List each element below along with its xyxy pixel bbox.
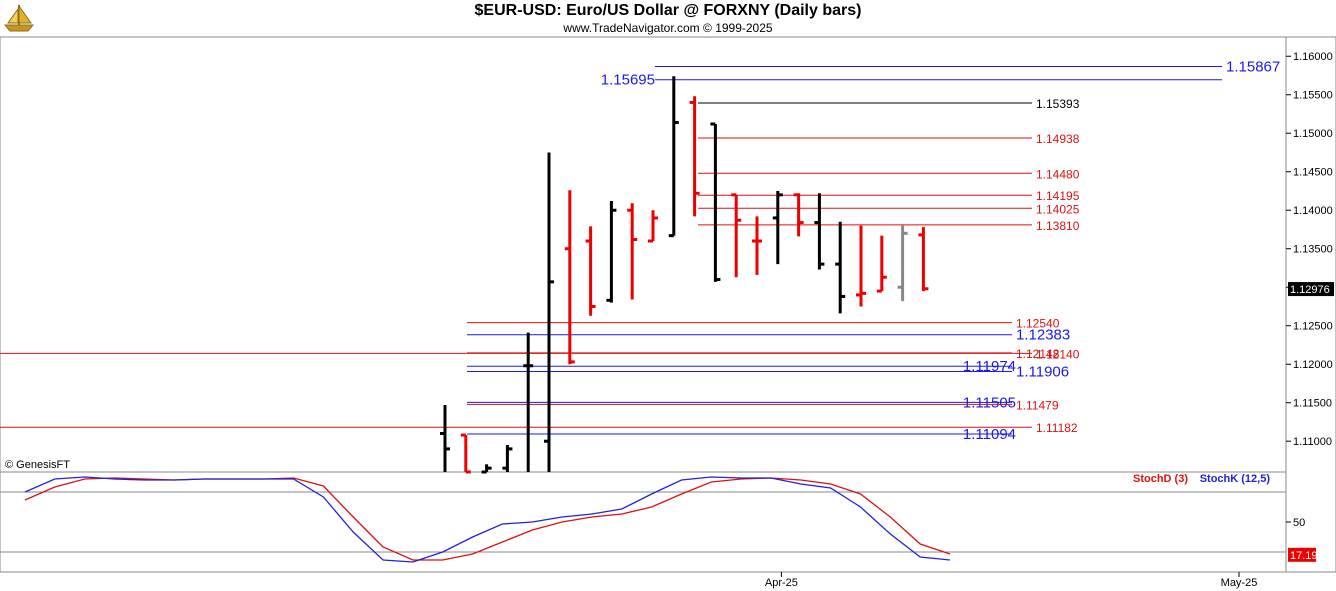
- price-tick-label: 1.12500: [1293, 321, 1333, 333]
- chart-subtitle: www.TradeNavigator.com © 1999-2025: [563, 21, 773, 35]
- price-tick-label: 1.11000: [1293, 436, 1332, 448]
- level-label: 1.15695: [601, 72, 655, 89]
- price-tick-label: 1.14000: [1293, 205, 1333, 217]
- price-tick-label: 1.12000: [1293, 359, 1333, 371]
- level-label: 1.14195: [1036, 189, 1080, 203]
- legend-stochd: StochD (3): [1133, 473, 1188, 485]
- level-label: 1.12140: [1036, 347, 1080, 361]
- level-label: 1.12148: [1016, 347, 1060, 361]
- price-tick-label: 1.15500: [1293, 90, 1333, 102]
- stochk-line: [24, 476, 951, 563]
- stochastic-tick-label: 50: [1293, 517, 1305, 529]
- price-tick-label: 1.16000: [1293, 51, 1333, 63]
- level-label: 1.13810: [1036, 219, 1080, 233]
- date-tick-label: Apr-25: [765, 577, 798, 589]
- level-label: 1.12540: [1016, 317, 1060, 331]
- price-axis: [1285, 36, 1336, 573]
- stochastic-panel: [0, 471, 1287, 573]
- level-label: 1.15867: [1226, 58, 1280, 75]
- level-lines: 1.15867 1.15695 1.15393 1.14938 1.14480 1.141…: [0, 58, 1280, 443]
- level-label: 1.14025: [1036, 202, 1080, 216]
- level-label: 1.11182: [1036, 421, 1078, 435]
- ohlc-bars: [440, 76, 929, 474]
- stochastic-lines: 50 17.19: [0, 476, 1318, 563]
- date-tick-label: May-25: [1221, 577, 1258, 589]
- price-tick-label: 1.13500: [1293, 244, 1333, 256]
- level-label: 1.15393: [1036, 97, 1080, 111]
- watermark: © GenesisFT: [5, 459, 70, 471]
- level-label: 1.14938: [1036, 132, 1080, 146]
- last-price-label: 1.12976: [1290, 284, 1330, 296]
- level-label: 1.11974: [963, 358, 1016, 375]
- chart-header: $EUR-USD: Euro/US Dollar @ FORXNY (Daily…: [0, 0, 1336, 37]
- level-label: 1.12383: [1016, 327, 1070, 344]
- stochastic-last-value-label: 17.19: [1290, 550, 1318, 562]
- level-label: 1.11479: [1016, 398, 1059, 412]
- chart-title: $EUR-USD: Euro/US Dollar @ FORXNY (Daily…: [474, 2, 862, 19]
- level-label: 1.11906: [1016, 363, 1069, 380]
- price-axis-ticks: 1.110001.115001.120001.125001.130001.135…: [1286, 51, 1334, 448]
- price-panel: [0, 36, 1287, 473]
- price-tick-label: 1.11500: [1293, 398, 1332, 410]
- stochastic-last-value-box: [1288, 547, 1316, 562]
- price-tick-label: 1.14500: [1293, 167, 1333, 179]
- price-tick-label: 1.15000: [1293, 128, 1333, 140]
- date-axis: Apr-25 May-25: [765, 572, 1257, 589]
- level-label: 1.14480: [1036, 167, 1080, 181]
- level-label: 1.11505: [963, 394, 1016, 411]
- level-label: 1.11094: [963, 426, 1016, 443]
- legend-stochk: StochK (12,5): [1200, 473, 1271, 485]
- sailboat-icon: [3, 4, 35, 32]
- last-price-box: [1288, 282, 1334, 297]
